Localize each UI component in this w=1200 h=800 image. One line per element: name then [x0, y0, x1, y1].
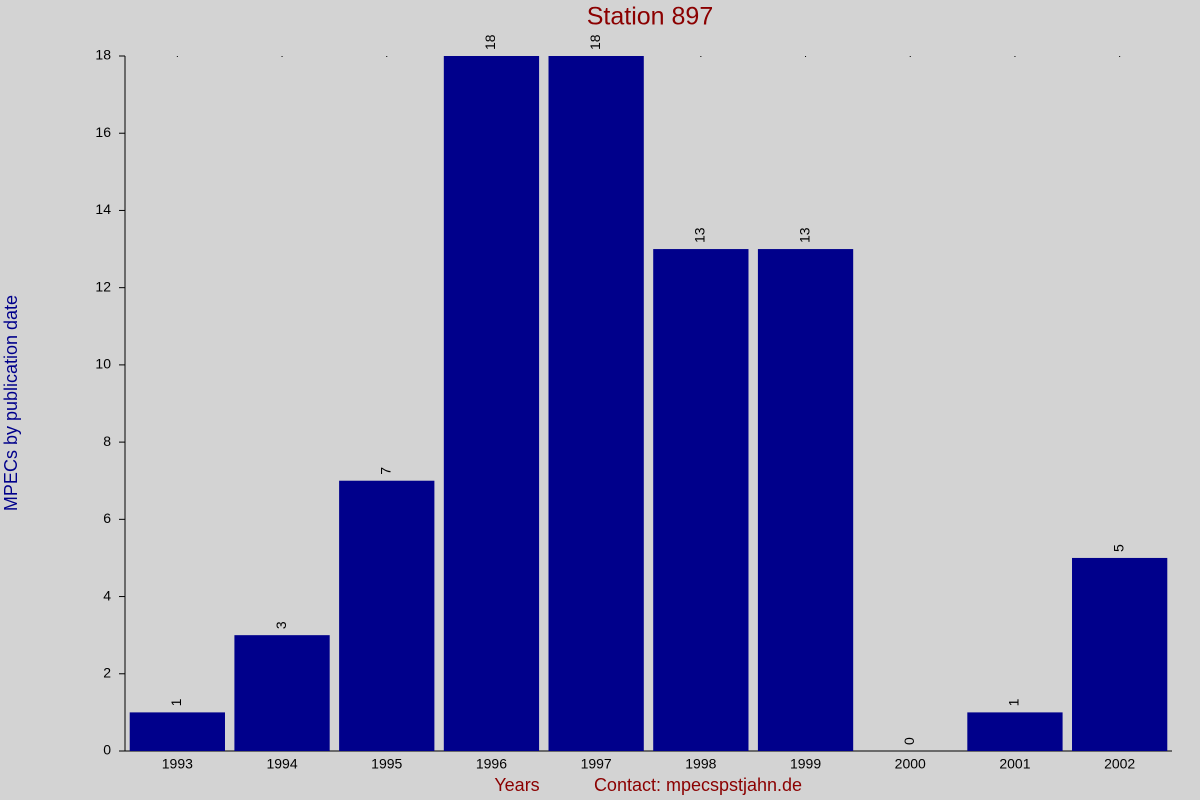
data-label: 18: [587, 34, 603, 50]
x-tick-label: 1998: [685, 756, 716, 772]
data-label: 0: [901, 737, 917, 745]
bar: [129, 712, 225, 751]
y-tick-label: 16: [95, 124, 111, 140]
contact-note: Contact: mpecspstjahn.de: [594, 775, 802, 795]
bar: [1072, 557, 1168, 751]
bar: [443, 56, 540, 751]
y-tick-label: 14: [95, 201, 111, 217]
bar: [653, 249, 749, 752]
data-label: 7: [377, 467, 393, 475]
y-tick-label: 10: [95, 356, 111, 372]
data-label: 3: [273, 621, 289, 629]
x-tick-label: 2001: [999, 756, 1030, 772]
y-tick-label: 6: [103, 510, 111, 526]
y-tick-label: 8: [103, 433, 111, 449]
bar: [548, 56, 644, 751]
y-tick-label: 2: [103, 664, 111, 680]
y-tick-label: 12: [95, 278, 111, 294]
data-label: 1: [1006, 698, 1022, 706]
data-label: 5: [1110, 544, 1126, 552]
data-label: 13: [796, 227, 812, 243]
x-tick-label: 1996: [476, 756, 507, 772]
x-tick-label: 1995: [371, 756, 402, 772]
x-axis-label: Years: [494, 775, 539, 795]
x-tick-label: 1997: [581, 756, 612, 772]
y-tick-label: 0: [103, 742, 111, 758]
bar: [339, 480, 435, 751]
y-tick-label: 4: [103, 587, 111, 603]
x-tick-label: 1999: [790, 756, 821, 772]
x-tick-label: 2000: [895, 756, 926, 772]
bar: [967, 712, 1063, 751]
bar: [757, 249, 854, 752]
bar: [234, 635, 330, 751]
data-label: 18: [482, 34, 498, 50]
data-label: 1: [168, 698, 184, 706]
x-tick-label: 1994: [266, 756, 297, 772]
data-label: 13: [692, 227, 708, 243]
x-tick-label: 1993: [162, 756, 193, 772]
y-tick-label: 18: [95, 47, 111, 63]
y-axis-label: MPECs by publication date: [1, 295, 21, 511]
chart-title: Station 897: [587, 3, 714, 31]
x-tick-label: 2002: [1104, 756, 1135, 772]
